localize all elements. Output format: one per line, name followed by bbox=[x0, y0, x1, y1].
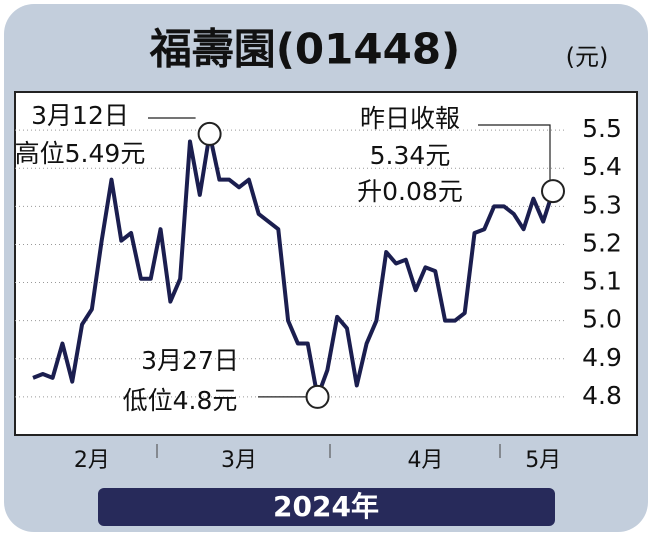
y-tick-label: 5.5 bbox=[582, 114, 622, 143]
footer-year: 2024年 bbox=[273, 490, 379, 523]
leader-line bbox=[478, 124, 551, 181]
annotation: 升0.08元 bbox=[357, 177, 463, 206]
highlight-marker bbox=[541, 179, 565, 204]
x-tick-label: 5月 bbox=[525, 448, 561, 473]
annotation: 3月12日 bbox=[31, 101, 129, 130]
y-tick-label: 5.1 bbox=[582, 267, 622, 296]
annotation: 高位5.49元 bbox=[15, 139, 146, 168]
chart-title: 福壽園(01448) bbox=[149, 25, 461, 74]
y-tick-label: 5.4 bbox=[582, 152, 622, 181]
y-tick-label: 5.0 bbox=[582, 305, 622, 334]
unit: (元) bbox=[566, 43, 609, 71]
x-tick-label: 2月 bbox=[74, 448, 110, 473]
highlight-marker bbox=[305, 384, 330, 409]
y-tick-label: 4.9 bbox=[582, 343, 622, 372]
x-tick-label: 4月 bbox=[407, 448, 443, 473]
price-line bbox=[32, 131, 555, 399]
y-tick-label: 5.2 bbox=[582, 228, 622, 257]
annotation: 3月27日 bbox=[141, 346, 239, 375]
y-tick-label: 4.8 bbox=[582, 381, 622, 410]
annotation: 5.34元 bbox=[370, 141, 451, 170]
y-tick-label: 5.3 bbox=[582, 190, 622, 219]
annotation: 昨日收報 bbox=[360, 104, 460, 133]
x-tick-label: 3月 bbox=[221, 448, 257, 473]
footer-bar bbox=[98, 488, 555, 526]
annotation: 低位4.8元 bbox=[123, 386, 238, 415]
highlight-marker bbox=[197, 121, 222, 146]
